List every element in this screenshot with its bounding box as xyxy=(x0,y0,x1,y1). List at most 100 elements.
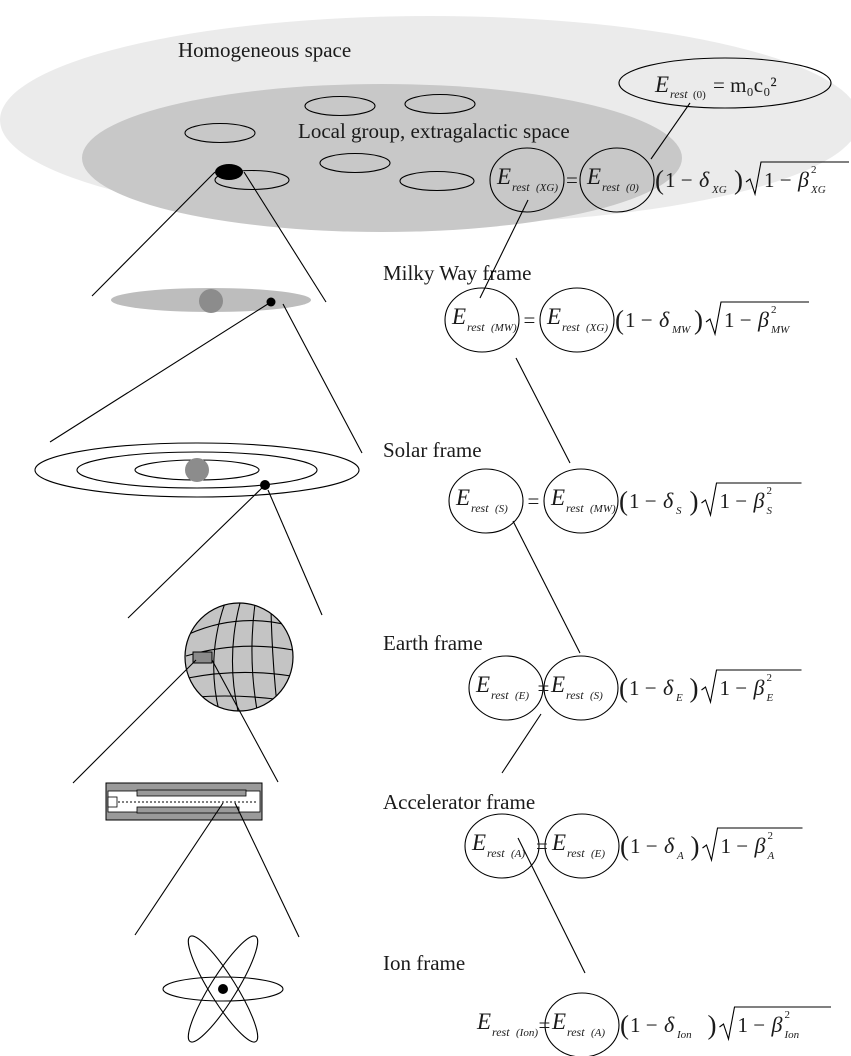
eq-s-lhs-circle xyxy=(448,468,524,534)
homogeneous-space-label: Homogeneous space xyxy=(178,38,351,62)
eq-mw-beta: β xyxy=(757,307,769,332)
eq-mw-rhs-sub: (XG) xyxy=(586,322,608,334)
eq-xg-lhs-sub: (XG) xyxy=(536,182,558,194)
ion-frame-label: Ion frame xyxy=(383,951,465,975)
eq-xg-delta-sub: XG xyxy=(711,184,727,196)
eq-s-rhs-sub: (MW) xyxy=(590,503,616,515)
eq-a-lhs-circle xyxy=(464,813,540,879)
eq-a-delta: δ xyxy=(664,833,675,858)
eq-xg-equals: = xyxy=(566,168,578,192)
eq-xg-lhs-circle xyxy=(489,147,565,213)
eq-a-lhs-sub: (A) xyxy=(511,848,525,860)
eq-xg-rhs-sub: (0) xyxy=(626,182,639,194)
eq-e-sqrt-one-minus: 1 − xyxy=(720,676,748,700)
eq-e-equals: = xyxy=(538,676,550,700)
eq-e-lhs-circle xyxy=(468,655,544,721)
local-group-ellipse xyxy=(82,84,682,232)
earth-globe xyxy=(184,602,294,712)
eq-a-lhs-rest: rest xyxy=(487,846,505,860)
eq-mw-rhs-E: E xyxy=(546,304,561,329)
eq-e-sqrt xyxy=(701,669,802,705)
eq-xg-close-paren: ) xyxy=(734,165,743,195)
eq-e-close-paren: ) xyxy=(690,673,699,703)
eq-mw-lhs-sub: (MW) xyxy=(491,322,517,334)
eq-mw-beta-sq: 2 xyxy=(771,304,777,316)
eq-xg-one-minus: 1 − xyxy=(665,168,693,192)
eq-xg-rhs-rest: rest xyxy=(602,180,620,194)
eq-e-beta-sq: 2 xyxy=(767,672,773,684)
eq-ion-lhs-sub: (Ion) xyxy=(516,1027,538,1039)
eq-a-rhs-rest: rest xyxy=(567,846,585,860)
eq-s-beta: β xyxy=(753,488,765,513)
base-equation: E rest (0) = m₀c₀² xyxy=(618,57,832,109)
eq-mw-equals: = xyxy=(524,308,536,332)
eq-mw-delta-sub: MW xyxy=(671,324,691,336)
eq-ion-lhs-E: E xyxy=(476,1009,491,1034)
eq-e-rhs-E: E xyxy=(550,672,565,697)
eq-xg-beta-sub: XG xyxy=(810,184,826,196)
eq-a-lhs-E: E xyxy=(471,830,486,855)
eq-e-beta-sub: E xyxy=(766,692,774,704)
eq-a-delta-sub: A xyxy=(676,850,684,862)
svg-text:rest: rest xyxy=(670,87,688,101)
eq-a-open-paren: ( xyxy=(620,831,629,861)
eq-a-rhs-sub: (E) xyxy=(591,848,605,860)
eq-mw-rhs-rest: rest xyxy=(562,320,580,334)
eq-a-close-paren: ) xyxy=(691,831,700,861)
eq-s-close-paren: ) xyxy=(690,486,699,516)
eq-xg-sqrt-one-minus: 1 − xyxy=(764,168,792,192)
svg-text:E: E xyxy=(654,72,669,97)
eq-e-open-paren: ( xyxy=(619,673,628,703)
eq-mw-open-paren: ( xyxy=(615,305,624,335)
eq-s-open-paren: ( xyxy=(619,486,628,516)
eq-a-rhs-E: E xyxy=(551,830,566,855)
eq-s-delta: δ xyxy=(663,488,674,513)
eq-a-beta-sq: 2 xyxy=(768,830,774,842)
eq-ion-beta-sub: Ion xyxy=(784,1029,800,1041)
eq-mw-close-paren: ) xyxy=(694,305,703,335)
svg-text:(0): (0) xyxy=(693,89,706,101)
eq-s-equals: = xyxy=(528,489,540,513)
eq-e-lhs-rest: rest xyxy=(491,688,509,702)
eq-mw-beta-sub: MW xyxy=(770,324,790,336)
eq-s-beta-sq: 2 xyxy=(767,485,773,497)
eq-a-sqrt xyxy=(702,827,803,863)
eq-ion-rhs-sub: (A) xyxy=(591,1027,605,1039)
eq-a-rhs-circle xyxy=(544,813,620,879)
eq-mw-lhs-E: E xyxy=(451,304,466,329)
eq-ion-delta: δ xyxy=(664,1012,675,1037)
local-group-label: Local group, extragalactic space xyxy=(298,119,570,143)
atom xyxy=(162,935,284,1043)
eq-a-beta-sub: A xyxy=(767,850,775,862)
eq-e-lhs-E: E xyxy=(475,672,490,697)
eq-s-lhs-rest: rest xyxy=(471,501,489,515)
milky-way-frame-label: Milky Way frame xyxy=(383,261,531,285)
eq-e-rhs-rest: rest xyxy=(566,688,584,702)
eq-ion-beta-sq: 2 xyxy=(785,1009,791,1021)
eq-xg-sqrt xyxy=(745,161,849,197)
eq-xg-beta-sq: 2 xyxy=(811,164,817,176)
eq-ion-lhs-rest: rest xyxy=(492,1025,510,1039)
eq-mw-rhs-circle xyxy=(539,287,615,353)
eq-s-rhs-E: E xyxy=(550,485,565,510)
eq-e-delta: δ xyxy=(663,675,674,700)
galaxy-ovals xyxy=(184,93,476,192)
eq-mw-one-minus: 1 − xyxy=(625,308,653,332)
eq-s-lhs-sub: (S) xyxy=(495,503,508,515)
eq-s-delta-sub: S xyxy=(676,505,682,517)
eq-a-one-minus: 1 − xyxy=(630,834,658,858)
eq-s-sqrt xyxy=(701,482,802,518)
eq-s-one-minus: 1 − xyxy=(629,489,657,513)
eq-ion-equals: = xyxy=(539,1013,551,1037)
eq-ion-close-paren: ) xyxy=(708,1010,717,1040)
eq-s-sqrt-one-minus: 1 − xyxy=(720,489,748,513)
svg-text:= m₀c₀²: = m₀c₀² xyxy=(713,73,777,97)
eq-xg-open-paren: ( xyxy=(655,165,664,195)
eq-ion-rhs-rest: rest xyxy=(567,1025,585,1039)
eq-ion-rhs-circle xyxy=(544,992,620,1056)
galactic-core xyxy=(199,289,223,313)
eq-ion-sqrt xyxy=(719,1006,831,1042)
solar-frame-label: Solar frame xyxy=(383,438,482,462)
